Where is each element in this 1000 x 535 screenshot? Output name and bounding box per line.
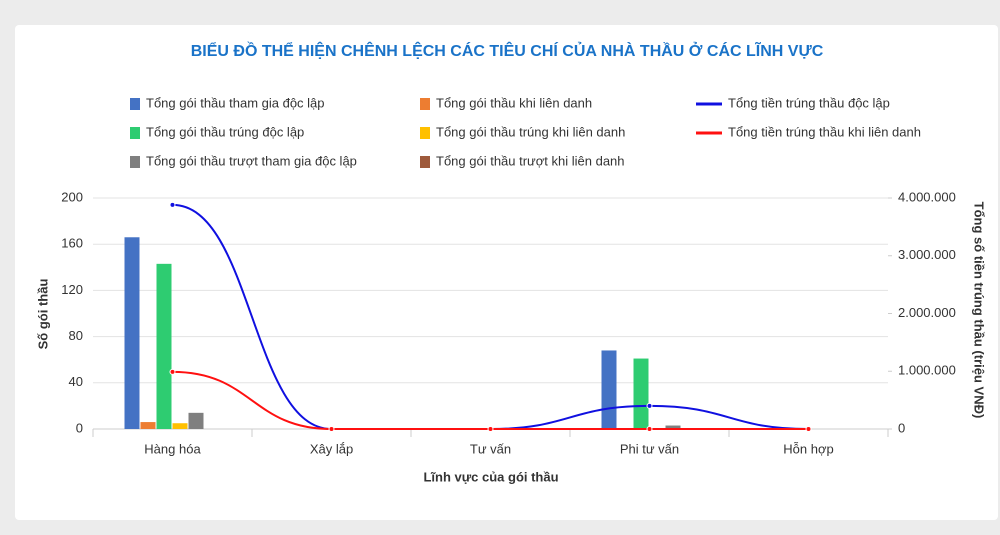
legend-label: Tổng gói thầu trượt khi liên danh: [436, 153, 625, 168]
legend-label: Tổng gói thầu trúng độc lập: [146, 124, 304, 139]
legend-swatch: [130, 98, 140, 110]
y-tick-label: 40: [69, 374, 83, 389]
line-point: [169, 201, 176, 208]
x-tick-label: Tư vấn: [470, 441, 511, 456]
y-axis-title: Số gói thầu: [35, 279, 50, 350]
y-tick-label: 0: [76, 420, 83, 435]
y-tick-label: 80: [69, 328, 83, 343]
y-tick-label: 160: [61, 236, 83, 251]
legend-label: Tổng tiền trúng thầu khi liên danh: [728, 124, 921, 139]
line-point: [328, 426, 335, 432]
x-axis-title: Lĩnh vực của gói thầu: [423, 469, 558, 484]
legend-swatch: [420, 127, 430, 139]
x-tick-label: Phi tư vấn: [620, 441, 679, 456]
y2-tick-label: 4.000.000: [898, 189, 956, 204]
bar: [633, 358, 649, 429]
x-tick-label: Hỗn hợp: [783, 441, 833, 456]
chart-title: BIỂU ĐỒ THỂ HIỆN CHÊNH LỆCH CÁC TIÊU CHÍ…: [191, 40, 824, 60]
y2-tick-label: 1.000.000: [898, 363, 956, 378]
y2-tick-label: 0: [898, 420, 905, 435]
line-point: [169, 368, 176, 375]
bar: [156, 263, 172, 429]
legend-swatch: [420, 156, 430, 168]
bar: [124, 237, 140, 429]
line-series: [172, 203, 809, 431]
legend-label: Tổng tiền trúng thầu độc lập: [728, 95, 890, 110]
bar: [172, 423, 188, 429]
legend-label: Tổng gói thầu tham gia độc lập: [146, 95, 325, 110]
legend-label: Tổng gói thầu khi liên danh: [436, 95, 592, 110]
x-tick-label: Hàng hóa: [144, 441, 201, 456]
bar: [665, 425, 681, 429]
y-tick-label: 200: [61, 189, 83, 204]
line-point: [646, 426, 653, 432]
line-point: [646, 402, 653, 409]
legend-label: Tổng gói thầu trượt tham gia độc lập: [146, 153, 357, 168]
bar: [601, 350, 617, 429]
y2-axis-title: Tổng số tiền trúng thầu (triệu VNĐ): [972, 202, 987, 419]
legend-swatch: [130, 156, 140, 168]
line-series: [172, 370, 809, 431]
legend-swatch: [130, 127, 140, 139]
y-tick-label: 120: [61, 282, 83, 297]
legend-swatch: [420, 98, 430, 110]
line-point: [805, 426, 812, 432]
y2-tick-label: 2.000.000: [898, 305, 956, 320]
legend-label: Tổng gói thầu trúng khi liên danh: [436, 124, 625, 139]
chart-card: [15, 25, 998, 520]
line-point: [487, 426, 494, 432]
x-tick-label: Xây lắp: [310, 441, 353, 456]
bar: [188, 412, 204, 429]
y2-tick-label: 3.000.000: [898, 247, 956, 262]
bar: [140, 422, 156, 429]
